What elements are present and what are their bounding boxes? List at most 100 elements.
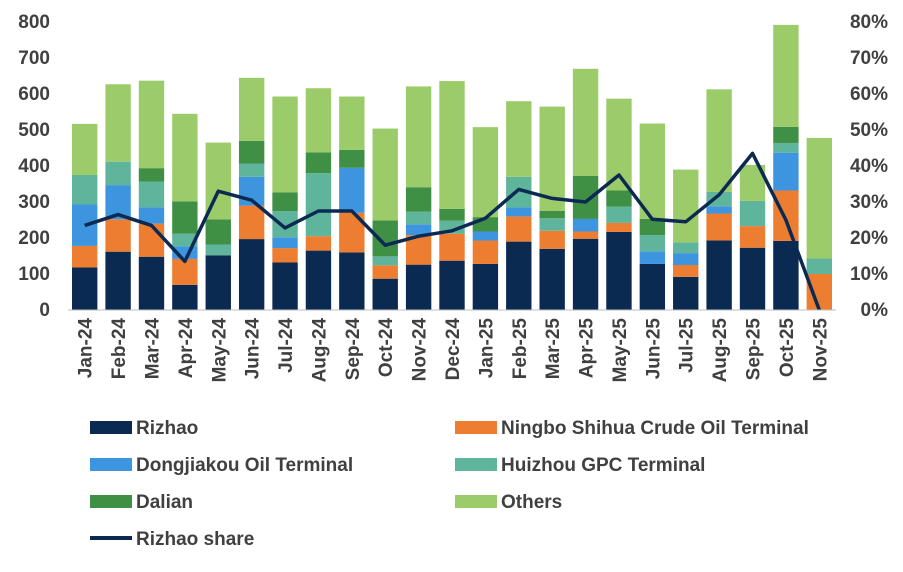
bar-others-aug-24 xyxy=(306,88,331,152)
x-tick-mar-24: Mar-24 xyxy=(142,318,163,380)
bar-dalian-mar-24 xyxy=(139,168,164,181)
legend-label-others: Others xyxy=(501,492,562,513)
bar-ningbo-shihua-crude-oil-terminal-apr-25 xyxy=(573,232,598,239)
bar-dongjiakou-oil-terminal-sep-24 xyxy=(339,168,364,213)
bar-rizhao-jun-24 xyxy=(239,239,264,310)
plot-area xyxy=(72,25,832,310)
x-tick-sep-24: Sep-24 xyxy=(343,318,364,381)
bar-ningbo-shihua-crude-oil-terminal-dec-24 xyxy=(439,234,464,261)
bar-rizhao-mar-25 xyxy=(539,249,564,310)
legend-label-ningbo-shihua-crude-oil-terminal: Ningbo Shihua Crude Oil Terminal xyxy=(501,418,809,439)
bar-huizhou-gpc-terminal-jan-24 xyxy=(72,175,97,205)
bar-others-sep-24 xyxy=(339,97,364,150)
x-tick-oct-24: Oct-24 xyxy=(376,318,397,378)
x-tick-jan-25: Jan-25 xyxy=(476,318,497,379)
x-tick-apr-24: Apr-24 xyxy=(176,318,197,379)
y-tick-left-800: 800 xyxy=(18,12,50,33)
bar-rizhao-feb-25 xyxy=(506,242,531,310)
x-tick-jun-24: Jun-24 xyxy=(243,318,264,380)
bar-dalian-sep-24 xyxy=(339,150,364,168)
bar-ningbo-shihua-crude-oil-terminal-sep-25 xyxy=(740,226,765,248)
bar-rizhao-aug-24 xyxy=(306,251,331,310)
y-tick-left-500: 500 xyxy=(18,120,50,141)
bar-rizhao-feb-24 xyxy=(105,252,130,310)
x-tick-may-25: May-25 xyxy=(610,318,631,383)
bar-dalian-jul-24 xyxy=(272,192,297,211)
y-axis-right: 0%10%20%30%40%50%60%70%80% xyxy=(850,12,888,321)
bar-huizhou-gpc-terminal-mar-24 xyxy=(139,181,164,207)
bar-ningbo-shihua-crude-oil-terminal-feb-25 xyxy=(506,216,531,241)
bar-dalian-nov-24 xyxy=(406,187,431,211)
bar-ningbo-shihua-crude-oil-terminal-aug-24 xyxy=(306,236,331,250)
bar-rizhao-sep-24 xyxy=(339,252,364,310)
legend-swatch-dongjiakou-oil-terminal xyxy=(90,458,132,471)
legend-label-rizhao: Rizhao xyxy=(136,418,198,439)
bar-dalian-oct-25 xyxy=(773,127,798,143)
bar-dalian-apr-24 xyxy=(172,201,197,233)
bar-dalian-apr-25 xyxy=(573,176,598,219)
bar-huizhou-gpc-terminal-nov-25 xyxy=(807,259,832,274)
bar-dalian-may-24 xyxy=(206,219,231,244)
bar-others-aug-25 xyxy=(706,89,731,192)
y-tick-left-100: 100 xyxy=(18,264,50,285)
bar-dalian-jun-24 xyxy=(239,141,264,164)
bar-ningbo-shihua-crude-oil-terminal-jul-25 xyxy=(673,265,698,277)
bar-rizhao-may-25 xyxy=(606,232,631,310)
bar-ningbo-shihua-crude-oil-terminal-jan-24 xyxy=(72,246,97,268)
y-tick-left-400: 400 xyxy=(18,156,50,177)
legend-swatch-ningbo-shihua-crude-oil-terminal xyxy=(455,421,497,434)
y-tick-right-80pct: 80% xyxy=(850,12,888,33)
bar-ningbo-shihua-crude-oil-terminal-oct-25 xyxy=(773,190,798,240)
bar-others-feb-25 xyxy=(506,101,531,177)
y-tick-right-40pct: 40% xyxy=(850,156,888,177)
bar-huizhou-gpc-terminal-jul-25 xyxy=(673,242,698,253)
bar-huizhou-gpc-terminal-jun-25 xyxy=(640,235,665,251)
bar-dongjiakou-oil-terminal-jun-25 xyxy=(640,251,665,264)
bar-dongjiakou-oil-terminal-aug-25 xyxy=(706,206,731,213)
bar-others-apr-25 xyxy=(573,69,598,176)
legend-label-dalian: Dalian xyxy=(136,492,193,513)
bar-huizhou-gpc-terminal-feb-24 xyxy=(105,162,130,185)
bar-rizhao-nov-24 xyxy=(406,265,431,310)
bar-huizhou-gpc-terminal-jun-24 xyxy=(239,163,264,176)
bar-rizhao-jun-25 xyxy=(640,264,665,310)
bar-others-dec-24 xyxy=(439,81,464,209)
x-tick-dec-24: Dec-24 xyxy=(443,318,464,381)
bar-others-nov-25 xyxy=(807,138,832,259)
x-tick-nov-24: Nov-24 xyxy=(410,318,431,382)
bar-ningbo-shihua-crude-oil-terminal-jul-24 xyxy=(272,248,297,262)
legend-swatch-dalian xyxy=(90,495,132,508)
x-tick-jul-24: Jul-24 xyxy=(276,318,297,373)
legend-label-rizhao-share: Rizhao share xyxy=(136,529,254,550)
bar-huizhou-gpc-terminal-may-25 xyxy=(606,207,631,223)
y-tick-left-300: 300 xyxy=(18,192,50,213)
bar-others-nov-24 xyxy=(406,86,431,187)
bar-ningbo-shihua-crude-oil-terminal-jun-24 xyxy=(239,206,264,239)
bar-dongjiakou-oil-terminal-jul-25 xyxy=(673,253,698,265)
bar-others-jan-24 xyxy=(72,124,97,175)
bar-huizhou-gpc-terminal-aug-24 xyxy=(306,173,331,236)
y-tick-right-50pct: 50% xyxy=(850,120,888,141)
legend-swatch-huizhou-gpc-terminal xyxy=(455,458,497,471)
bar-others-jan-25 xyxy=(473,127,498,217)
y-tick-right-10pct: 10% xyxy=(850,264,888,285)
bar-huizhou-gpc-terminal-oct-24 xyxy=(373,256,398,265)
y-tick-right-70pct: 70% xyxy=(850,48,888,69)
bar-rizhao-jul-24 xyxy=(272,262,297,310)
x-tick-mar-25: Mar-25 xyxy=(543,318,564,380)
x-tick-jul-25: Jul-25 xyxy=(677,318,698,373)
bar-dongjiakou-oil-terminal-oct-25 xyxy=(773,153,798,191)
x-tick-aug-25: Aug-25 xyxy=(710,318,731,383)
bar-huizhou-gpc-terminal-nov-24 xyxy=(406,212,431,225)
legend: Rizhao Ningbo Shihua Crude Oil Terminal Do… xyxy=(90,418,809,550)
bar-dalian-aug-24 xyxy=(306,152,331,173)
bar-rizhao-apr-24 xyxy=(172,285,197,310)
bar-huizhou-gpc-terminal-sep-25 xyxy=(740,201,765,226)
legend-label-dongjiakou-oil-terminal: Dongjiakou Oil Terminal xyxy=(136,455,353,476)
y-tick-left-0: 0 xyxy=(39,300,50,321)
x-tick-oct-25: Oct-25 xyxy=(777,318,798,378)
bar-ningbo-shihua-crude-oil-terminal-mar-24 xyxy=(139,224,164,257)
